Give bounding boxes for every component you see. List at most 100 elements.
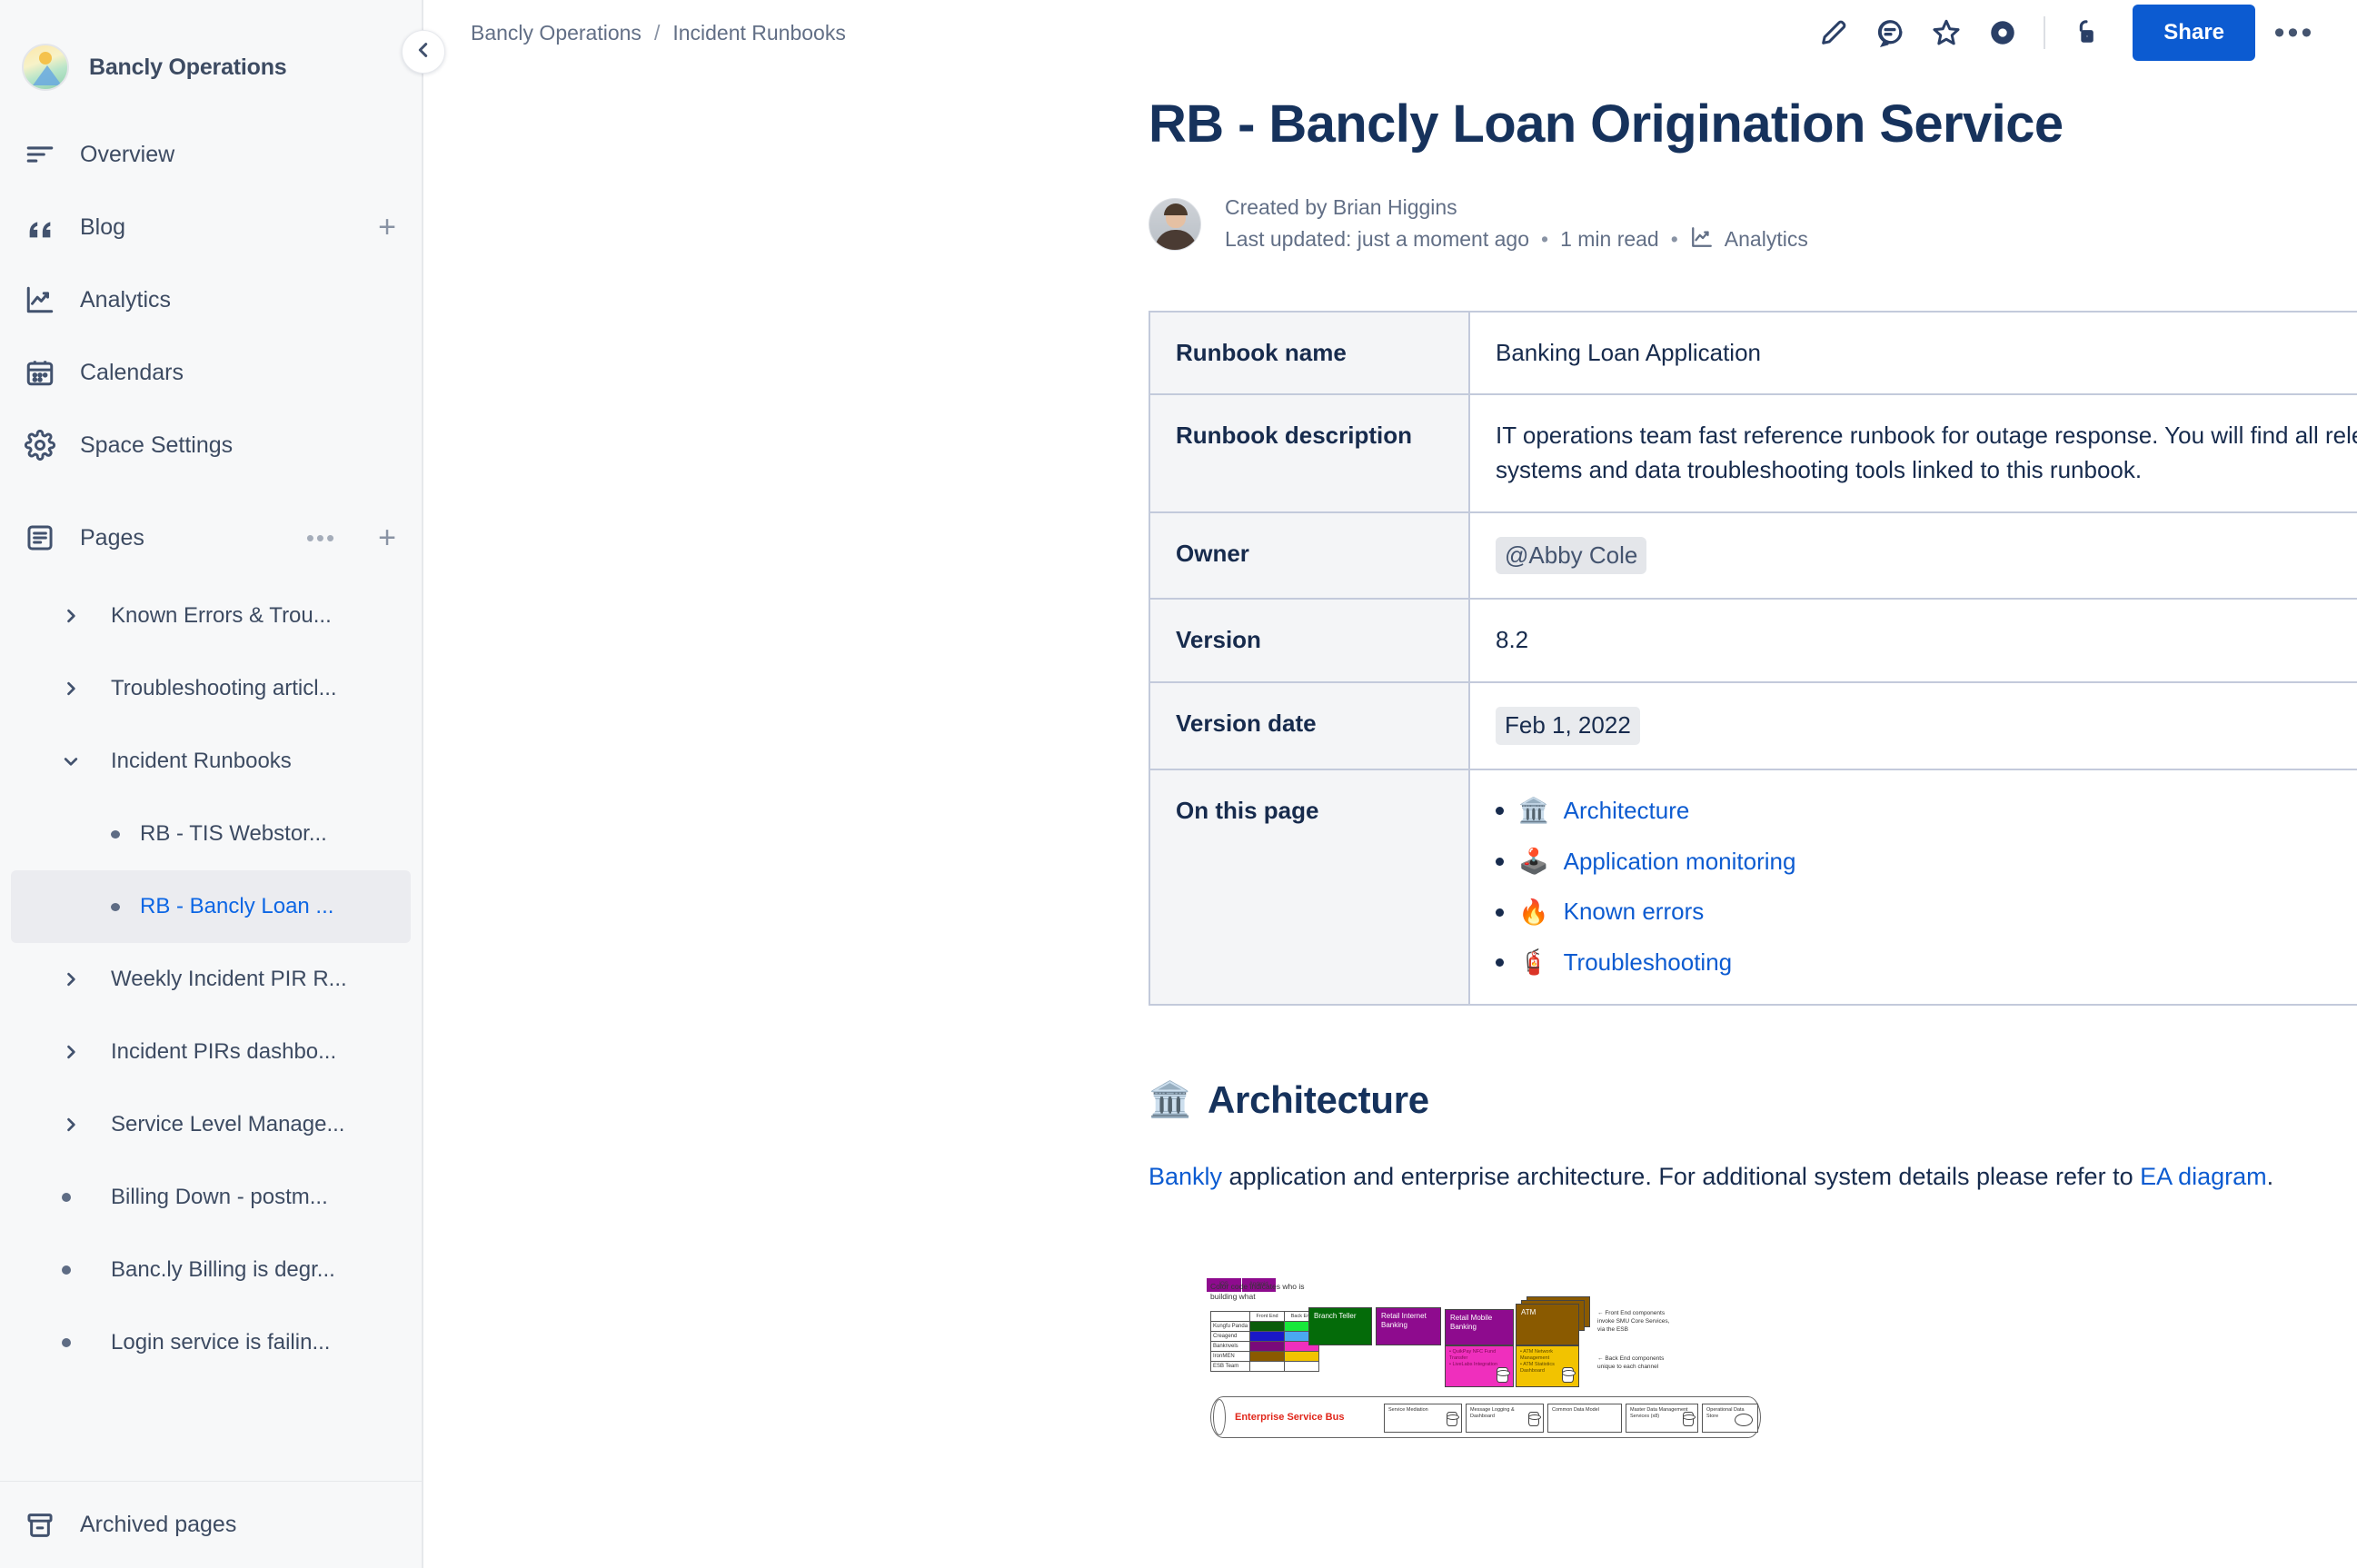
tree-item-incident-runbooks[interactable]: Incident Runbooks [11, 725, 411, 798]
diagram-note-frontend: ← Front End components invoke SMU Core S… [1597, 1310, 1670, 1334]
star-icon[interactable] [1918, 5, 1974, 61]
bankly-link[interactable]: Bankly [1149, 1162, 1223, 1190]
chevron-right-icon[interactable] [62, 1116, 91, 1134]
legend-team-name: Creagend [1209, 1331, 1251, 1343]
add-page-icon[interactable]: + [378, 521, 396, 555]
architecture-diagram-image[interactable]: Color code indicates who is building wha… [1207, 1278, 1770, 1443]
on-this-page-list: 🏛️ Architecture 🕹️ Application monitorin… [1496, 794, 2357, 980]
tree-item-rb-bancly-loan[interactable]: RB - Bancly Loan ... [11, 870, 411, 943]
sidebar-item-calendars[interactable]: Calendars [0, 336, 422, 409]
tree-item-label: Weekly Incident PIR R... [111, 967, 347, 991]
tree-item-billing-down-postmortem[interactable]: Billing Down - postm... [11, 1161, 411, 1234]
bullet-icon [1496, 908, 1504, 917]
legend-row: Kungfu Panda [1209, 1321, 1320, 1333]
share-button[interactable]: Share [2133, 5, 2255, 61]
anchor-link-known-errors[interactable]: Known errors [1563, 898, 1705, 926]
toolbar-divider [2044, 16, 2046, 49]
collapse-sidebar-button[interactable] [402, 30, 445, 74]
diagram-tab-ios: iOS [1207, 1278, 1242, 1293]
pages-more-icon[interactable]: ••• [305, 524, 337, 551]
sidebar-item-analytics[interactable]: Analytics [0, 263, 422, 336]
date-chip: Feb 1, 2022 [1496, 707, 1640, 745]
anchor-link-troubleshooting[interactable]: Troubleshooting [1563, 948, 1733, 976]
fire-icon: 🔥 [1518, 898, 1549, 926]
bullet-icon [111, 829, 120, 839]
legend-swatch-front [1249, 1361, 1286, 1373]
table-value-cell: 8.2 [1468, 598, 2357, 684]
sidebar-item-overview[interactable]: Overview [0, 118, 422, 191]
sidebar-item-archived-pages[interactable]: Archived pages [0, 1481, 422, 1568]
byline-separator: • [1670, 227, 1678, 252]
breadcrumb-space[interactable]: Bancly Operations [471, 20, 641, 45]
unlock-restrictions-icon[interactable] [2058, 5, 2114, 61]
tree-item-label: RB - Bancly Loan ... [140, 894, 334, 918]
classical-building-icon: 🏛️ [1149, 1080, 1192, 1119]
page-body: RB - Bancly Loan Origination Service Cre… [423, 94, 2357, 1443]
esb-box-service-mediation: Service Mediation [1384, 1404, 1462, 1434]
esb-box-master-data-mgmt: Master Data Management Services (x8) [1626, 1404, 1698, 1434]
analytics-link[interactable]: Analytics [1690, 225, 1808, 254]
esb-label: Enterprise Service Bus [1235, 1412, 1345, 1424]
tree-item-weekly-incident-pir[interactable]: Weekly Incident PIR R... [11, 943, 411, 1016]
sidebar-section-pages[interactable]: Pages ••• + [0, 501, 422, 574]
bullet-icon [1496, 958, 1504, 968]
tree-item-service-level-management[interactable]: Service Level Manage... [11, 1088, 411, 1161]
user-mention-chip[interactable]: @Abby Cole [1496, 536, 1647, 575]
chevron-right-icon[interactable] [62, 607, 91, 625]
last-updated-text: Last updated: just a moment ago [1225, 227, 1529, 252]
created-by-text: Created by Brian Higgins [1225, 194, 1457, 219]
avatar[interactable] [1149, 198, 1201, 252]
diagram-tabs-mobile: iOS Android [1207, 1278, 1276, 1294]
chevron-right-icon[interactable] [62, 680, 91, 698]
breadcrumb: Bancly Operations / Incident Runbooks [471, 21, 846, 45]
watch-eye-icon[interactable] [1974, 5, 2031, 61]
diagram-tab-android: Android [1248, 1282, 1268, 1288]
add-blog-post-icon[interactable]: + [378, 210, 396, 244]
tree-item-troubleshooting-articles[interactable]: Troubleshooting articl... [11, 652, 411, 725]
breadcrumb-parent-page[interactable]: Incident Runbooks [672, 20, 846, 45]
legend-swatch-front [1249, 1341, 1286, 1353]
tree-item-label: Service Level Manage... [111, 1112, 345, 1136]
page-title: RB - Bancly Loan Origination Service [1149, 94, 2064, 154]
legend-swatch-front [1249, 1321, 1286, 1333]
paragraph-mid-text: application and enterprise architecture.… [1222, 1162, 2141, 1190]
tree-item-label: Incident Runbooks [111, 749, 292, 773]
comment-icon[interactable] [1862, 5, 1918, 61]
tree-item-label: Known Errors & Trou... [111, 603, 332, 628]
tree-item-bancly-billing-degraded[interactable]: Banc.ly Billing is degr... [11, 1234, 411, 1306]
table-value-cell: Feb 1, 2022 [1468, 681, 2357, 770]
table-row: Version date Feb 1, 2022 [1149, 681, 2357, 770]
tree-item-rb-tis-webstore[interactable]: RB - TIS Webstor... [11, 798, 411, 870]
table-row: On this page 🏛️ Architecture 🕹️ [1149, 768, 2357, 1006]
architecture-paragraph: Bankly application and enterprise archit… [1149, 1158, 2357, 1196]
sidebar-item-space-settings[interactable]: Space Settings [0, 409, 422, 481]
page-more-actions-icon[interactable]: ••• [2273, 15, 2315, 50]
ea-diagram-link[interactable]: EA diagram [2140, 1162, 2267, 1190]
chevron-down-icon[interactable] [62, 752, 91, 770]
edit-pencil-icon[interactable] [1805, 5, 1862, 61]
diagram-note-backend: ← Back End components unique to each cha… [1597, 1355, 1665, 1371]
tree-item-incident-pirs-dashboard[interactable]: Incident PIRs dashbo... [11, 1016, 411, 1088]
chevron-right-icon[interactable] [62, 1043, 91, 1061]
list-item: 🔥 Known errors [1496, 895, 2357, 929]
chevron-right-icon[interactable] [62, 970, 91, 988]
sidebar-item-blog[interactable]: Blog + [0, 191, 422, 263]
table-value-cell: Banking Loan Application [1468, 310, 2357, 396]
table-value-cell: 🏛️ Architecture 🕹️ Application monitorin… [1468, 768, 2357, 1006]
pages-doc-icon [22, 520, 58, 556]
space-header[interactable]: Bancly Operations [0, 0, 422, 91]
page-tree: Known Errors & Trou... Troubleshooting a… [0, 580, 422, 1379]
anchor-link-application-monitoring[interactable]: Application monitoring [1563, 847, 1796, 875]
anchor-link-architecture[interactable]: Architecture [1563, 796, 1690, 824]
table-header-cell: Owner [1149, 511, 1470, 600]
tree-item-known-errors[interactable]: Known Errors & Trou... [11, 580, 411, 652]
classical-building-icon: 🏛️ [1518, 797, 1549, 825]
legend-swatch-back [1284, 1361, 1320, 1373]
table-header-cell: Version date [1149, 681, 1470, 770]
legend-team-name: ESB Team [1209, 1361, 1251, 1373]
tree-item-login-service-failing[interactable]: Login service is failin... [11, 1306, 411, 1379]
table-header-cell: Runbook name [1149, 310, 1470, 396]
archive-box-icon [22, 1507, 58, 1543]
diagram-box-retail-mobile-banking: Retail Mobile Banking [1445, 1309, 1514, 1346]
